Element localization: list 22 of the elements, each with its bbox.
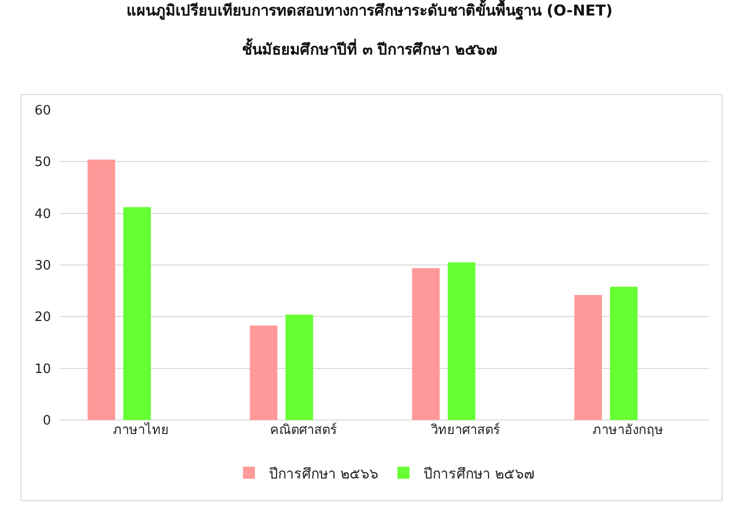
bar xyxy=(448,262,476,420)
x-tick-label: ภาษาไทย xyxy=(113,422,170,438)
bar xyxy=(88,160,116,420)
bar xyxy=(412,268,440,420)
y-tick-label: 10 xyxy=(34,362,51,377)
bar xyxy=(250,325,278,420)
y-tick-label: 50 xyxy=(34,155,51,170)
chart-subtitle: ชั้นมัธยมศึกษาปีที่ ๓ ปีการศึกษา ๒๕๖๗ xyxy=(242,37,497,58)
y-tick-label: 60 xyxy=(34,104,51,119)
y-tick-label: 0 xyxy=(42,414,51,429)
bar xyxy=(123,207,151,420)
bar xyxy=(574,294,602,420)
legend-label: ปีการศึกษา ๒๕๖๖ xyxy=(269,466,378,482)
x-tick-label: วิทยาศาสตร์ xyxy=(430,422,500,438)
bar xyxy=(610,286,638,420)
bar xyxy=(286,314,314,420)
legend-label: ปีการศึกษา ๒๕๖๗ xyxy=(423,466,535,482)
x-tick-label: ภาษาอังกฤษ xyxy=(592,423,664,438)
y-tick-label: 40 xyxy=(34,206,51,222)
y-tick-label: 20 xyxy=(34,310,51,326)
x-tick-label: คณิตศาสตร์ xyxy=(270,422,337,438)
y-tick-label: 30 xyxy=(34,258,51,274)
